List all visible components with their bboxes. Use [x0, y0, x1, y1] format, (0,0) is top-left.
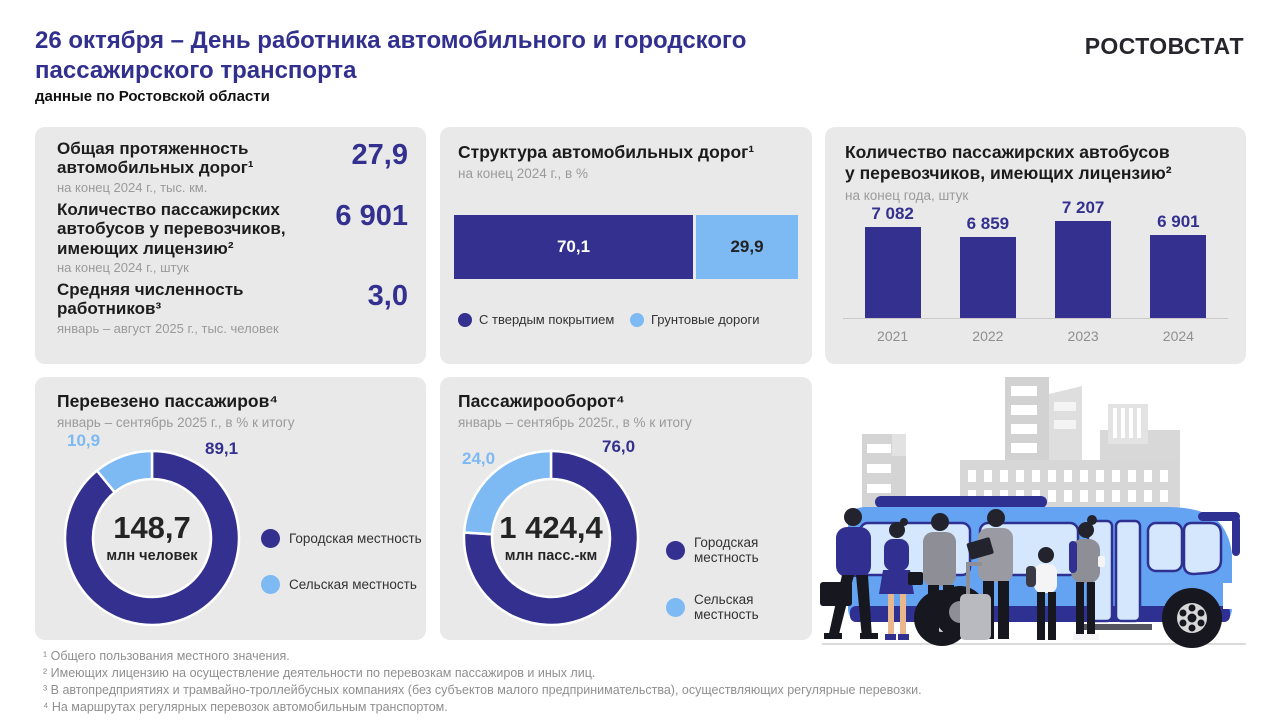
- bar-year-label: 2024: [1162, 328, 1194, 344]
- bar-year-label: 2021: [877, 328, 909, 344]
- card-title-line2: у перевозчиков, имеющих лицензию²: [845, 163, 1172, 184]
- donut-svg: [462, 449, 640, 627]
- kpi-row-roads-length: Общая протяженность автомобильных дорог¹…: [57, 139, 408, 200]
- page-title-line2: пассажирского транспорта: [35, 56, 357, 84]
- card-title: Пассажирооборот⁴: [458, 391, 625, 411]
- legend-item-rural: Сельская местность: [261, 575, 422, 594]
- bus-front-wheel-icon: [1162, 588, 1222, 648]
- legend-label: Городская местность: [694, 535, 759, 565]
- legend-label: Грунтовые дороги: [651, 312, 760, 327]
- turnover-legend: Городская местность Сельская местность: [666, 535, 812, 622]
- donut-segment: [462, 449, 640, 627]
- rural-legend-dot-icon: [261, 575, 280, 594]
- card-title: Количество пассажирских автобусов у пере…: [845, 142, 1226, 185]
- kpi-label: Количество пассажирских автобусов у пере…: [57, 199, 286, 258]
- passengers-carried-card: Перевезено пассажиров⁴ январь – сентябрь…: [35, 377, 426, 640]
- legend-item-paved: С твердым покрытием: [458, 312, 630, 327]
- kpi-value: 27,9: [351, 139, 408, 171]
- buses-count-card: Количество пассажирских автобусов у пере…: [825, 127, 1246, 364]
- kpi-note: на конец 2024 г., тыс. км.: [57, 179, 208, 195]
- roads-legend: С твердым покрытием Грунтовые дороги: [458, 312, 802, 327]
- kpi-row-buses-count: Количество пассажирских автобусов у пере…: [57, 200, 408, 280]
- bar-value-label: 6 859: [966, 214, 1010, 233]
- legend-item-urban: Городская местность: [261, 529, 422, 548]
- footnotes: ¹ Общего пользования местного значения. …: [43, 648, 922, 716]
- donut-label-urban: 76,0: [602, 437, 636, 456]
- donut-segment: [462, 449, 553, 536]
- kpi-note: январь – август 2025 г., тыс. человек: [57, 320, 279, 336]
- kpi-value: 3,0: [367, 279, 408, 312]
- rostovstat-logo: РОСТОВСТАТ: [1084, 33, 1244, 59]
- roads-bar-segment-paved: 70,1: [454, 215, 694, 279]
- donut-segment: [95, 449, 154, 495]
- donut-label-urban: 89,1: [205, 439, 239, 458]
- bar-year-label: 2023: [1067, 328, 1099, 344]
- bar-value-label: 7 207: [1061, 198, 1105, 217]
- footnote-3: ³ В автопредприятиях и трамвайно-троллей…: [43, 683, 922, 697]
- donut-svg: [63, 449, 241, 627]
- passengers-donut-chart: 148,7 млн человек: [57, 443, 247, 633]
- bar: [864, 227, 921, 318]
- card-title: Структура автомобильных дорог¹: [458, 142, 755, 162]
- paved-legend-dot-icon: [458, 312, 472, 327]
- bar: [1150, 235, 1207, 318]
- bar: [1055, 221, 1112, 318]
- kpi-card: Общая протяженность автомобильных дорог¹…: [35, 127, 426, 364]
- page-title: 26 октября – День работника автомобильно…: [35, 26, 1045, 86]
- page-subtitle: данные по Ростовской области: [35, 88, 270, 105]
- buses-bars-row: 7 082 6 859 7 207 6 901: [845, 198, 1226, 318]
- kpi-label: Общая протяженность автомобильных дорог¹: [57, 139, 254, 178]
- bar-year-label: 2022: [972, 328, 1004, 344]
- bar-column: 6 859: [940, 214, 1035, 318]
- donut-label-rural: 24,0: [462, 449, 496, 468]
- buses-years-row: 2021 2022 2023 2024: [845, 328, 1226, 344]
- kpi-note: на конец 2024 г., штук: [57, 259, 189, 275]
- card-subtitle: на конец 2024 г., в %: [458, 166, 588, 182]
- bar-column: 7 207: [1036, 198, 1131, 318]
- urban-legend-dot-icon: [666, 540, 685, 560]
- roads-bar-segment-unpaved: 29,9: [696, 215, 798, 279]
- bus-illustration: [820, 377, 1246, 648]
- footnote-4: ⁴ На маршрутах регулярных перевозок авто…: [43, 700, 448, 714]
- passenger-turnover-card: Пассажирооборот⁴ январь – сентябрь 2025г…: [440, 377, 812, 640]
- bar-value-label: 7 082: [871, 204, 914, 223]
- page-title-line1: 26 октября – День работника автомобильно…: [35, 27, 747, 54]
- legend-label: Городская местность: [289, 531, 422, 546]
- bar-column: 7 082: [845, 204, 940, 318]
- card-subtitle: на конец года, штук: [845, 187, 969, 203]
- kpi-row-workers: Средняя численность работников³ январь –…: [57, 280, 408, 341]
- roads-stacked-bar: 70,1 29,9: [454, 215, 798, 279]
- legend-label: Сельская местность: [694, 592, 759, 622]
- turnover-donut-chart: 1 424,4 млн пасс.-км: [456, 443, 646, 633]
- urban-legend-dot-icon: [261, 529, 280, 548]
- legend-label: Сельская местность: [289, 577, 417, 592]
- legend-label: С твердым покрытием: [479, 312, 615, 327]
- card-title-line1: Количество пассажирских автобусов: [845, 142, 1170, 162]
- kpi-label: Средняя численность работников³: [57, 279, 244, 319]
- passengers-queue-graphic: [820, 508, 1105, 640]
- bar-column: 6 901: [1131, 212, 1226, 318]
- card-title: Перевезено пассажиров⁴: [57, 391, 278, 411]
- donut-segment: [63, 449, 241, 627]
- card-subtitle: январь – сентябрь 2025г., в % к итогу: [458, 415, 692, 431]
- footnote-2: ² Имеющих лицензию на осуществление деят…: [43, 666, 596, 680]
- legend-item-urban: Городская местность: [666, 535, 812, 565]
- kpi-value: 6 901: [335, 199, 408, 232]
- bar: [959, 237, 1016, 318]
- unpaved-legend-dot-icon: [630, 312, 644, 327]
- card-subtitle: январь – сентябрь 2025 г., в % к итогу: [57, 415, 295, 431]
- passengers-legend: Городская местность Сельская местность: [261, 529, 422, 594]
- bar-value-label: 6 901: [1157, 212, 1200, 231]
- legend-item-rural: Сельская местность: [666, 592, 812, 622]
- roads-structure-card: Структура автомобильных дорог¹ на конец …: [440, 127, 812, 364]
- donut-label-rural: 10,9: [67, 431, 101, 450]
- legend-item-unpaved: Грунтовые дороги: [630, 312, 802, 327]
- x-axis-line: [843, 318, 1228, 319]
- rural-legend-dot-icon: [666, 597, 685, 617]
- footnote-1: ¹ Общего пользования местного значения.: [43, 649, 290, 663]
